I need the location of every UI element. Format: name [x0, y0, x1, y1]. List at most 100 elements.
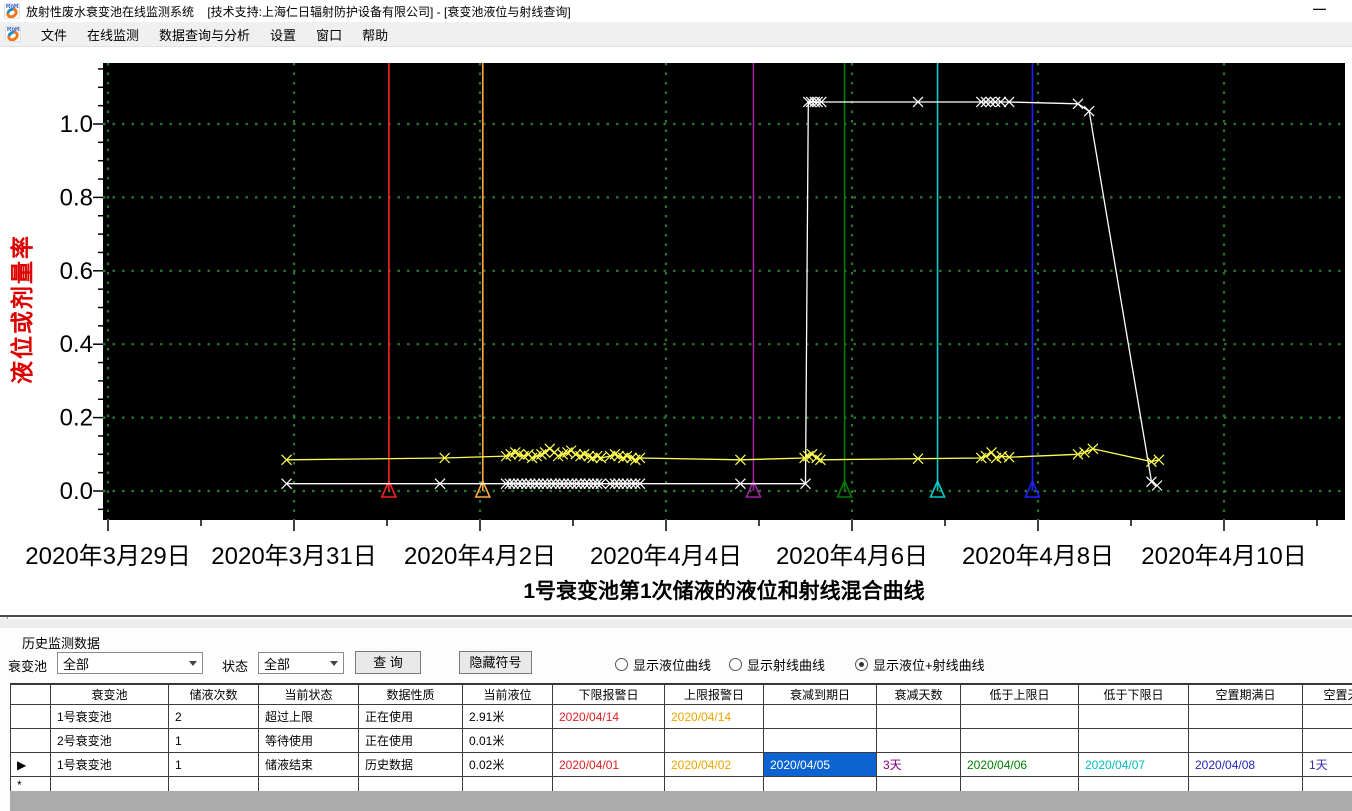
- table-row[interactable]: 1号衰变池 2 超过上限 正在使用 2.91米 2020/04/14 2020/04/14: [10, 704, 1352, 729]
- mdi-child-icon[interactable]: RnRi: [5, 26, 21, 42]
- table-cell[interactable]: [664, 728, 764, 753]
- table-cell[interactable]: [358, 776, 463, 791]
- table-cell[interactable]: 等待使用: [258, 728, 359, 753]
- table-cell[interactable]: 0.02米: [462, 752, 553, 777]
- table-cell[interactable]: [876, 776, 961, 791]
- pool-filter-combobox[interactable]: 全部: [57, 652, 203, 674]
- table-cell[interactable]: 2号衰变池: [50, 728, 169, 753]
- radio-circle-icon[interactable]: [615, 658, 628, 671]
- table-row[interactable]: 2号衰变池 1 等待使用 正在使用 0.01米: [10, 728, 1352, 753]
- table-cell[interactable]: [763, 728, 877, 753]
- table-cell[interactable]: 0.01米: [462, 728, 553, 753]
- hide-symbols-button[interactable]: 隐藏符号: [459, 651, 532, 674]
- table-cell[interactable]: [960, 728, 1079, 753]
- column-header[interactable]: 上限报警日: [664, 684, 764, 705]
- table-cell[interactable]: [1078, 728, 1189, 753]
- menu-help[interactable]: 帮助: [362, 27, 389, 43]
- column-header[interactable]: 数据性质: [358, 684, 463, 705]
- radio-show-ray-curve[interactable]: 显示射线曲线: [729, 655, 825, 674]
- row-selector-cell[interactable]: [10, 704, 51, 729]
- column-header[interactable]: 当前液位: [462, 684, 553, 705]
- column-header[interactable]: 当前状态: [258, 684, 359, 705]
- table-cell[interactable]: 2.91米: [462, 704, 553, 729]
- table-cell[interactable]: 储液结束: [258, 752, 359, 777]
- table-cell[interactable]: [168, 776, 259, 791]
- x-marker-icon: [591, 478, 603, 490]
- current-row-indicator[interactable]: ▶: [10, 752, 51, 777]
- table-cell[interactable]: [462, 776, 553, 791]
- query-button[interactable]: 查 询: [355, 651, 421, 674]
- column-header[interactable]: 低于下限日: [1078, 684, 1189, 705]
- x-marker-icon: [439, 452, 451, 464]
- row-selector-cell[interactable]: [10, 728, 51, 753]
- table-cell[interactable]: [1188, 776, 1303, 791]
- table-cell[interactable]: [1188, 704, 1303, 729]
- chevron-down-icon[interactable]: [184, 653, 202, 673]
- table-cell[interactable]: 2020/04/02: [664, 752, 764, 777]
- table-cell[interactable]: 1号衰变池: [50, 704, 169, 729]
- new-row-indicator[interactable]: *: [10, 776, 51, 791]
- table-cell[interactable]: 1号衰变池: [50, 752, 169, 777]
- column-header[interactable]: 空置期满日: [1188, 684, 1303, 705]
- radio-show-level-curve[interactable]: 显示液位曲线: [615, 655, 711, 674]
- splitter[interactable]: [0, 619, 1352, 628]
- x-tick-label: 2020年4月10日: [1141, 543, 1306, 570]
- table-cell[interactable]: [876, 728, 961, 753]
- horizontal-scrollbar[interactable]: [10, 791, 1352, 811]
- table-cell[interactable]: 2020/04/14: [552, 704, 665, 729]
- table-cell[interactable]: 2020/04/08: [1188, 752, 1303, 777]
- table-cell[interactable]: 正在使用: [358, 704, 463, 729]
- menu-online-monitoring[interactable]: 在线监测: [87, 27, 140, 43]
- column-header[interactable]: 空置天数: [1302, 684, 1352, 705]
- column-header[interactable]: 低于上限日: [960, 684, 1079, 705]
- column-header[interactable]: 衰变池: [50, 684, 169, 705]
- table-cell[interactable]: 2020/04/01: [552, 752, 665, 777]
- minimize-button[interactable]: —: [1313, 1, 1326, 16]
- radio-show-level-ray-curve[interactable]: 显示液位+射线曲线: [855, 655, 985, 674]
- x-marker-icon: [806, 448, 818, 460]
- table-cell[interactable]: 2020/04/14: [664, 704, 764, 729]
- table-cell[interactable]: 1: [168, 752, 259, 777]
- table-cell[interactable]: 1: [168, 728, 259, 753]
- column-header[interactable]: 储液次数: [168, 684, 259, 705]
- table-cell[interactable]: [763, 776, 877, 791]
- table-cell[interactable]: [960, 704, 1079, 729]
- table-cell[interactable]: [552, 728, 665, 753]
- menu-file[interactable]: 文件: [41, 27, 68, 43]
- column-header[interactable]: 衰减天数: [876, 684, 961, 705]
- table-cell[interactable]: 正在使用: [358, 728, 463, 753]
- table-cell[interactable]: [1302, 776, 1352, 791]
- table-cell[interactable]: 2020/04/05: [763, 752, 877, 777]
- radio-circle-icon[interactable]: [855, 658, 868, 671]
- table-cell[interactable]: [763, 704, 877, 729]
- column-header[interactable]: 衰减到期日: [763, 684, 877, 705]
- table-cell[interactable]: [1188, 728, 1303, 753]
- table-cell[interactable]: 超过上限: [258, 704, 359, 729]
- table-row[interactable]: *: [10, 776, 1352, 791]
- table-cell[interactable]: [1078, 776, 1189, 791]
- table-cell[interactable]: [1078, 704, 1189, 729]
- table-cell[interactable]: [552, 776, 665, 791]
- table-cell[interactable]: [960, 776, 1079, 791]
- column-header[interactable]: 下限报警日: [552, 684, 665, 705]
- table-cell[interactable]: [258, 776, 359, 791]
- table-cell[interactable]: [664, 776, 764, 791]
- x-marker-icon: [583, 450, 595, 462]
- table-cell[interactable]: 1天: [1302, 752, 1352, 777]
- menu-data-query-analysis[interactable]: 数据查询与分析: [159, 27, 251, 43]
- status-filter-combobox[interactable]: 全部: [258, 652, 344, 674]
- table-cell[interactable]: 历史数据: [358, 752, 463, 777]
- table-row[interactable]: ▶ 1号衰变池 1 储液结束 历史数据 0.02米 2020/04/01 2020/04/02…: [10, 752, 1352, 777]
- table-cell[interactable]: [50, 776, 169, 791]
- menu-window[interactable]: 窗口: [316, 27, 343, 43]
- table-cell[interactable]: [1302, 728, 1352, 753]
- table-cell[interactable]: 2020/04/06: [960, 752, 1079, 777]
- table-cell[interactable]: 2: [168, 704, 259, 729]
- chevron-down-icon[interactable]: [325, 653, 343, 673]
- menu-settings[interactable]: 设置: [270, 27, 297, 43]
- table-cell[interactable]: 3天: [876, 752, 961, 777]
- radio-circle-icon[interactable]: [729, 658, 742, 671]
- table-cell[interactable]: 2020/04/07: [1078, 752, 1189, 777]
- table-cell[interactable]: [1302, 704, 1352, 729]
- table-cell[interactable]: [876, 704, 961, 729]
